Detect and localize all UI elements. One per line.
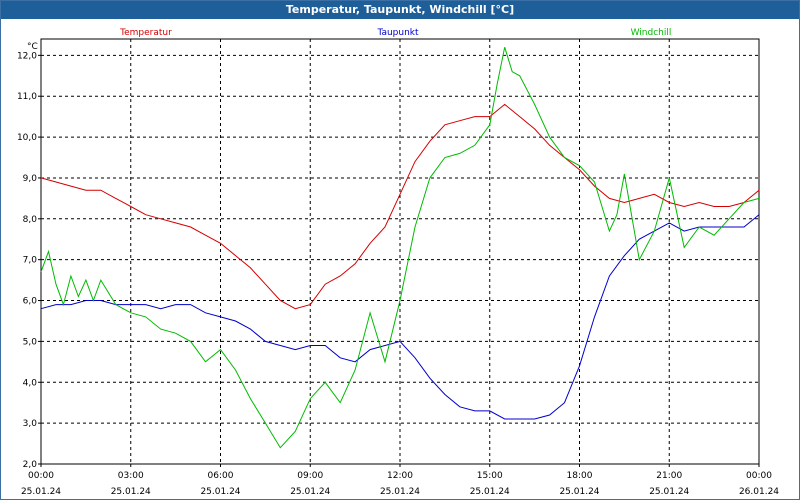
x-tick-label-time: 12:00 xyxy=(387,471,413,481)
y-tick-label: 10,0 xyxy=(17,133,37,143)
y-tick-label: 11,0 xyxy=(17,92,37,102)
x-tick-label-time: 18:00 xyxy=(567,471,593,481)
y-tick-label: 3,0 xyxy=(23,419,38,429)
x-tick-label-date: 25.01.24 xyxy=(559,487,599,497)
legend-entry-temperatur: Temperatur xyxy=(119,28,172,38)
y-axis-label: °C xyxy=(27,42,38,52)
x-tick-label-time: 03:00 xyxy=(118,471,144,481)
chart-title: Temperatur, Taupunkt, Windchill [°C] xyxy=(1,1,799,19)
y-tick-label: 4,0 xyxy=(23,378,38,388)
x-tick-label-date: 25.01.24 xyxy=(21,487,61,497)
x-tick-label-date: 25.01.24 xyxy=(380,487,420,497)
y-tick-label: 7,0 xyxy=(23,256,38,266)
x-tick-label-time: 00:00 xyxy=(28,471,54,481)
legend-entry-windchill: Windchill xyxy=(631,28,672,38)
legend-entry-taupunkt: Taupunkt xyxy=(376,28,419,38)
y-tick-label: 6,0 xyxy=(23,297,38,307)
x-tick-label-time: 00:00 xyxy=(746,471,772,481)
series-line-temperatur xyxy=(40,103,760,310)
x-tick-label-date: 25.01.24 xyxy=(200,487,240,497)
x-tick-label-date: 26.01.24 xyxy=(739,487,779,497)
series-line-windchill xyxy=(40,47,760,449)
x-tick-label-date: 25.01.24 xyxy=(649,487,689,497)
x-tick-label-date: 25.01.24 xyxy=(290,487,330,497)
y-tick-label: 2,0 xyxy=(23,460,38,470)
series-line-taupunkt xyxy=(40,214,760,420)
y-tick-label: 12,0 xyxy=(17,51,37,61)
x-tick-label-time: 09:00 xyxy=(297,471,323,481)
x-tick-label-time: 06:00 xyxy=(208,471,234,481)
x-tick-label-date: 25.01.24 xyxy=(470,487,510,497)
y-tick-label: 8,0 xyxy=(23,215,38,225)
x-tick-label-time: 21:00 xyxy=(656,471,682,481)
x-tick-label-date: 25.01.24 xyxy=(111,487,151,497)
y-tick-label: 5,0 xyxy=(23,337,38,347)
y-tick-label: 9,0 xyxy=(23,174,38,184)
x-tick-label-time: 15:00 xyxy=(477,471,503,481)
